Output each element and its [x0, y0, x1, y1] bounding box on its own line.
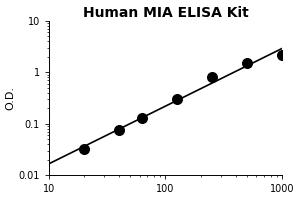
Y-axis label: O.D.: O.D. [6, 86, 16, 110]
Point [117, 129, 122, 132]
Point [209, 76, 214, 79]
Point [82, 147, 86, 150]
Point [280, 53, 285, 56]
Point [139, 116, 144, 120]
Title: Human MIA ELISA Kit: Human MIA ELISA Kit [82, 6, 248, 20]
Point [245, 62, 250, 65]
Point [174, 98, 179, 101]
